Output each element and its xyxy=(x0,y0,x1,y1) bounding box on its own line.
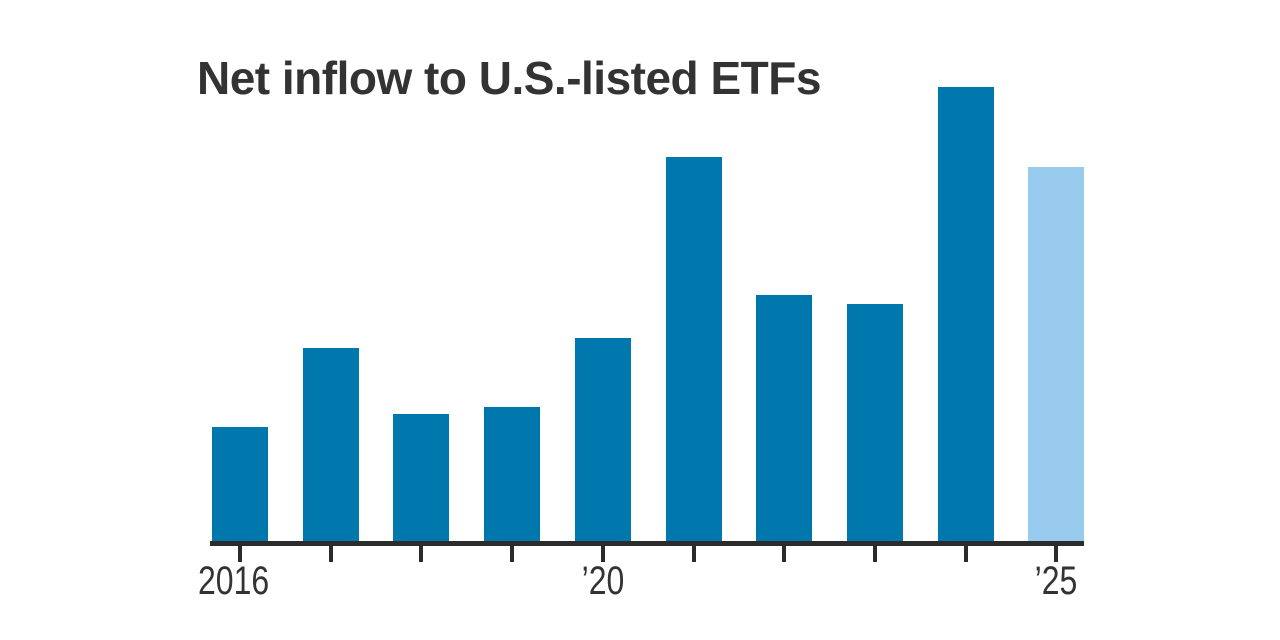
bar-2016 xyxy=(212,427,268,541)
x-axis-tick-2021 xyxy=(692,546,696,562)
bar-2021 xyxy=(666,157,722,541)
x-axis-tick-2023 xyxy=(873,546,877,562)
x-axis-tick-2024 xyxy=(964,546,968,562)
bar-2022 xyxy=(756,295,812,541)
x-axis-tick-2025 xyxy=(1054,546,1058,562)
bar-2024 xyxy=(938,87,994,541)
chart-title: Net inflow to U.S.-listed ETFs xyxy=(197,52,821,104)
bar-2017 xyxy=(303,348,359,541)
x-axis-label-2025: ’25 xyxy=(1034,559,1078,603)
bar-2019 xyxy=(484,407,540,541)
x-axis-tick-2022 xyxy=(782,546,786,562)
x-axis-line xyxy=(210,541,1084,546)
x-axis-label-2020: ’20 xyxy=(581,559,625,603)
bar-2018 xyxy=(393,414,449,541)
x-axis-tick-2016 xyxy=(238,546,242,562)
x-axis-label-2016: 2016 xyxy=(198,559,270,603)
x-axis-tick-2020 xyxy=(601,546,605,562)
x-axis-tick-2019 xyxy=(510,546,514,562)
bar-2025 xyxy=(1028,167,1084,541)
bar-2023 xyxy=(847,304,903,541)
x-axis-tick-2018 xyxy=(419,546,423,562)
bar-2020 xyxy=(575,338,631,541)
x-axis-tick-2017 xyxy=(329,546,333,562)
